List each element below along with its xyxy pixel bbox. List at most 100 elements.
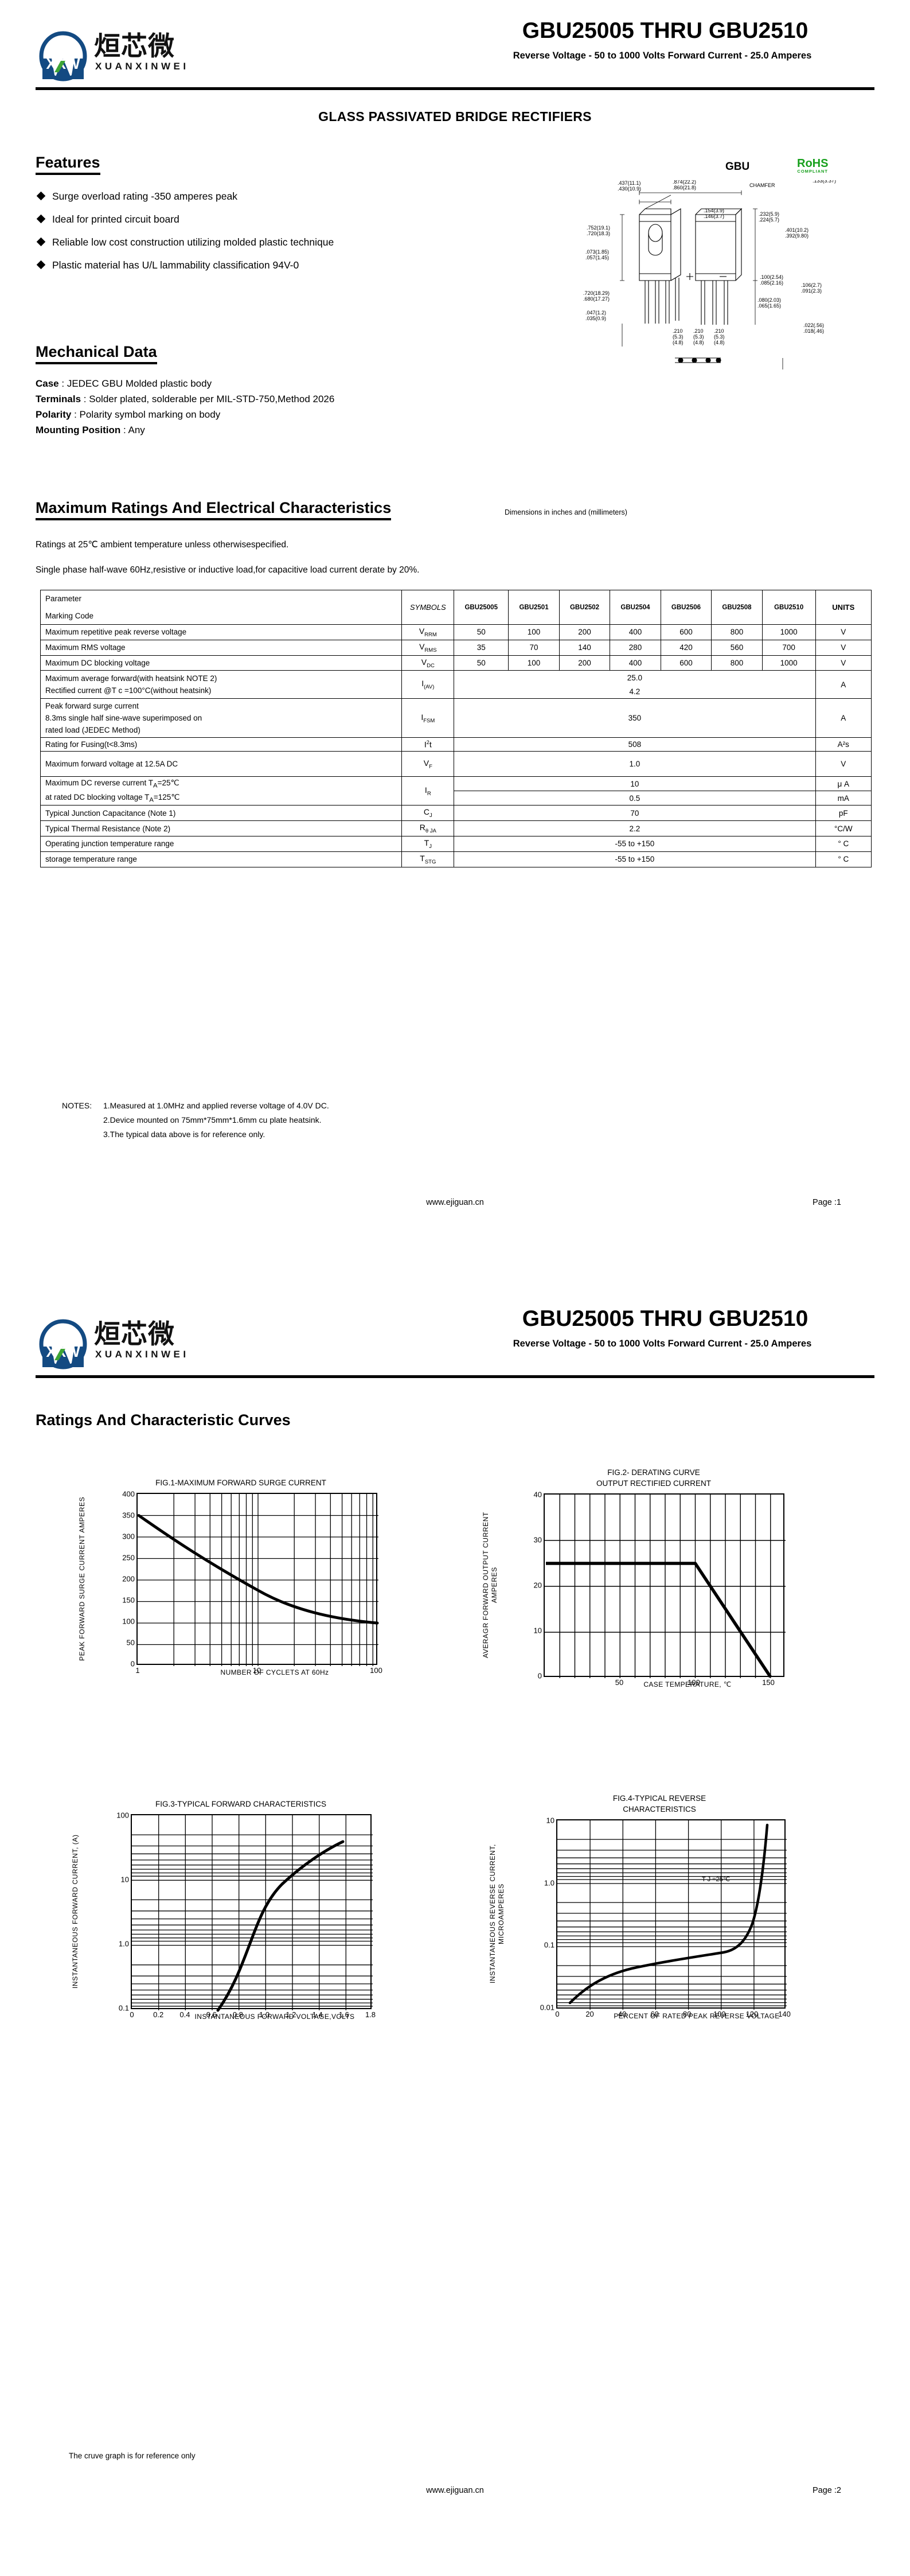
chart-xlabel: NUMBER OF CYCLETS AT 60Hz — [220, 1668, 329, 1676]
mechanical-row: Case : JEDEC GBU Molded plastic body — [36, 376, 552, 391]
row-parameter: Typical Junction Capacitance (Note 1) — [40, 805, 403, 822]
chart-ylabel: INSTANTANEOUS REVERSE CURRENT, MICROAMPE… — [489, 1844, 505, 1984]
row-symbol: TSTG — [401, 851, 455, 867]
dim-text: (4.8) — [714, 340, 725, 345]
cell-value: 800 — [711, 655, 763, 671]
chart-curve — [545, 1495, 786, 1678]
features-heading: Features — [36, 154, 100, 175]
row-symbol: VRRM — [401, 624, 455, 640]
dim-text: .720(18.3) — [587, 231, 610, 236]
y-tick: 0 — [130, 1659, 135, 1668]
chart-xlabel: INSTANTANEOUS FORWARD VOLTAGE,VOLTS — [194, 2013, 355, 2021]
y-tick: 300 — [122, 1532, 135, 1541]
feature-text: Reliable low cost construction utilizing… — [52, 236, 334, 248]
dim-text: .047(1.2) — [585, 310, 606, 316]
chart-title: FIG.4-TYPICAL REVERSE CHARACTERISTICS — [612, 1794, 706, 1814]
cell-value: 1.0 — [454, 751, 816, 777]
note-item: 1.Measured at 1.0MHz and applied reverse… — [103, 1101, 329, 1110]
footer-page-number-p1: Page :1 — [813, 1198, 841, 1207]
cell-value: 50 — [454, 624, 509, 640]
footer-url-p2[interactable]: www.ejiguan.cn — [426, 2486, 484, 2495]
fig4-data-line — [568, 1823, 769, 2005]
cell-value: 400 — [610, 655, 661, 671]
cell-value: 800 — [711, 624, 763, 640]
ratings-note-line2: Single phase half-wave 60Hz,resistive or… — [36, 565, 420, 575]
features-section: Features Surge overload rating -350 ampe… — [36, 154, 529, 279]
row-parameter-line1: Maximum average forward(with heatsink NO… — [40, 670, 403, 685]
cell-value: 400 — [610, 624, 661, 640]
brand-cn-name: 烜芯微 — [94, 1318, 175, 1349]
package-outline-drawing: GBU RoHS COMPLIANT — [553, 158, 874, 407]
cell-value: 100 — [508, 624, 560, 640]
col-part-2: GBU2502 — [559, 590, 611, 625]
fig2-data-line — [546, 1562, 772, 1678]
cell-value-iav-1: 25.0 — [454, 670, 816, 685]
cell-value: 700 — [761, 639, 816, 656]
cell-units: V — [815, 639, 872, 656]
chart-title: FIG.1-MAXIMUM FORWARD SURGE CURRENT — [155, 1478, 326, 1487]
row-parameter-line2: Rectified current @T c =100°C(without he… — [40, 684, 403, 699]
col-part-6: GBU2510 — [761, 590, 816, 625]
cell-value: 600 — [660, 655, 712, 671]
table-row: Maximum repetitive peak reverse voltage … — [40, 624, 872, 640]
row-symbol: VF — [401, 751, 455, 777]
x-tick: 0 — [555, 2010, 560, 2018]
ratings-heading: Maximum Ratings And Electrical Character… — [36, 499, 392, 520]
x-tick: 50 — [615, 1678, 624, 1687]
y-tick: 1.0 — [118, 1939, 129, 1948]
col-units: UNITS — [815, 590, 872, 625]
dim-text: .018(.46) — [803, 328, 824, 334]
y-tick: 40 — [533, 1490, 542, 1499]
y-tick: 150 — [122, 1596, 135, 1605]
cell-value: 420 — [660, 639, 712, 656]
ratings-section-header: Maximum Ratings And Electrical Character… — [36, 499, 873, 520]
dim-text: .232(5.9) — [759, 211, 779, 217]
dim-text: .080(2.03) — [757, 297, 781, 303]
cell-value: 200 — [559, 624, 611, 640]
cell-units: ° C — [815, 851, 872, 867]
cell-units: A — [815, 670, 872, 699]
x-tick: 10 — [252, 1666, 261, 1675]
dim-text: .106(2.7) — [801, 282, 822, 288]
row-parameter: Typical Thermal Resistance (Note 2) — [40, 820, 403, 837]
col-marking-code: Marking Code — [40, 607, 403, 625]
cell-value: 35 — [454, 639, 509, 656]
note-item: 2.Device mounted on 75mm*75mm*1.6mm cu p… — [103, 1115, 322, 1124]
cell-value: 600 — [660, 624, 712, 640]
cell-units: V — [815, 655, 872, 671]
notes-row: NOTES: 1.Measured at 1.0MHz and applied r… — [62, 1099, 329, 1113]
row-parameter: Maximum repetitive peak reverse voltage — [40, 624, 403, 640]
row-parameter: Maximum forward voltage at 12.5A DC — [40, 751, 403, 777]
col-part-3: GBU2504 — [610, 590, 661, 625]
mechanical-data-section: Mechanical Data Case : JEDEC GBU Molded … — [36, 343, 552, 438]
x-tick: 0.2 — [153, 2010, 164, 2019]
cell-value: 350 — [454, 698, 816, 738]
row-parameter-line2: at rated DC blocking voltage TA=125℃ — [40, 791, 403, 806]
dim-text: .680(17.27) — [583, 296, 610, 302]
x-tick: 1.2 — [286, 2010, 296, 2019]
mechanical-value: : Polarity symbol marking on body — [74, 409, 221, 420]
dim-text: (5.3) — [673, 334, 684, 340]
cell-value: 560 — [711, 639, 763, 656]
chart-title: FIG.3-TYPICAL FORWARD CHARACTERISTICS — [155, 1800, 327, 1808]
cell-units: pF — [815, 805, 872, 822]
cell-value-iav-2: 4.2 — [454, 684, 816, 699]
x-tick: 140 — [778, 2010, 791, 2018]
curve-reference-note: The cruve graph is for reference only — [69, 2452, 196, 2460]
mechanical-row: Polarity : Polarity symbol marking on bo… — [36, 407, 552, 422]
table-row: Rating for Fusing(t<8.3ms) I2t 508 A²s — [40, 737, 872, 752]
cell-value: 280 — [610, 639, 661, 656]
feature-item: Reliable low cost construction utilizing… — [36, 234, 529, 251]
col-parameter: Parameter — [40, 590, 403, 608]
bullet-diamond-icon — [36, 191, 46, 201]
ir-line1-text: Maximum DC reverse current T — [45, 779, 154, 788]
y-tick: 0.01 — [540, 2003, 554, 2012]
footer-url-p1[interactable]: www.ejiguan.cn — [426, 1198, 484, 1207]
row-symbol: I2t — [401, 737, 455, 752]
ir-line1-sub: A — [153, 782, 158, 789]
y-tick: 0 — [537, 1671, 542, 1680]
xxw-logo-icon: XXW — [36, 1317, 91, 1372]
dim-text: .065(1.65) — [757, 303, 781, 309]
row-symbol: VDC — [401, 655, 455, 671]
header-divider — [36, 1375, 874, 1378]
